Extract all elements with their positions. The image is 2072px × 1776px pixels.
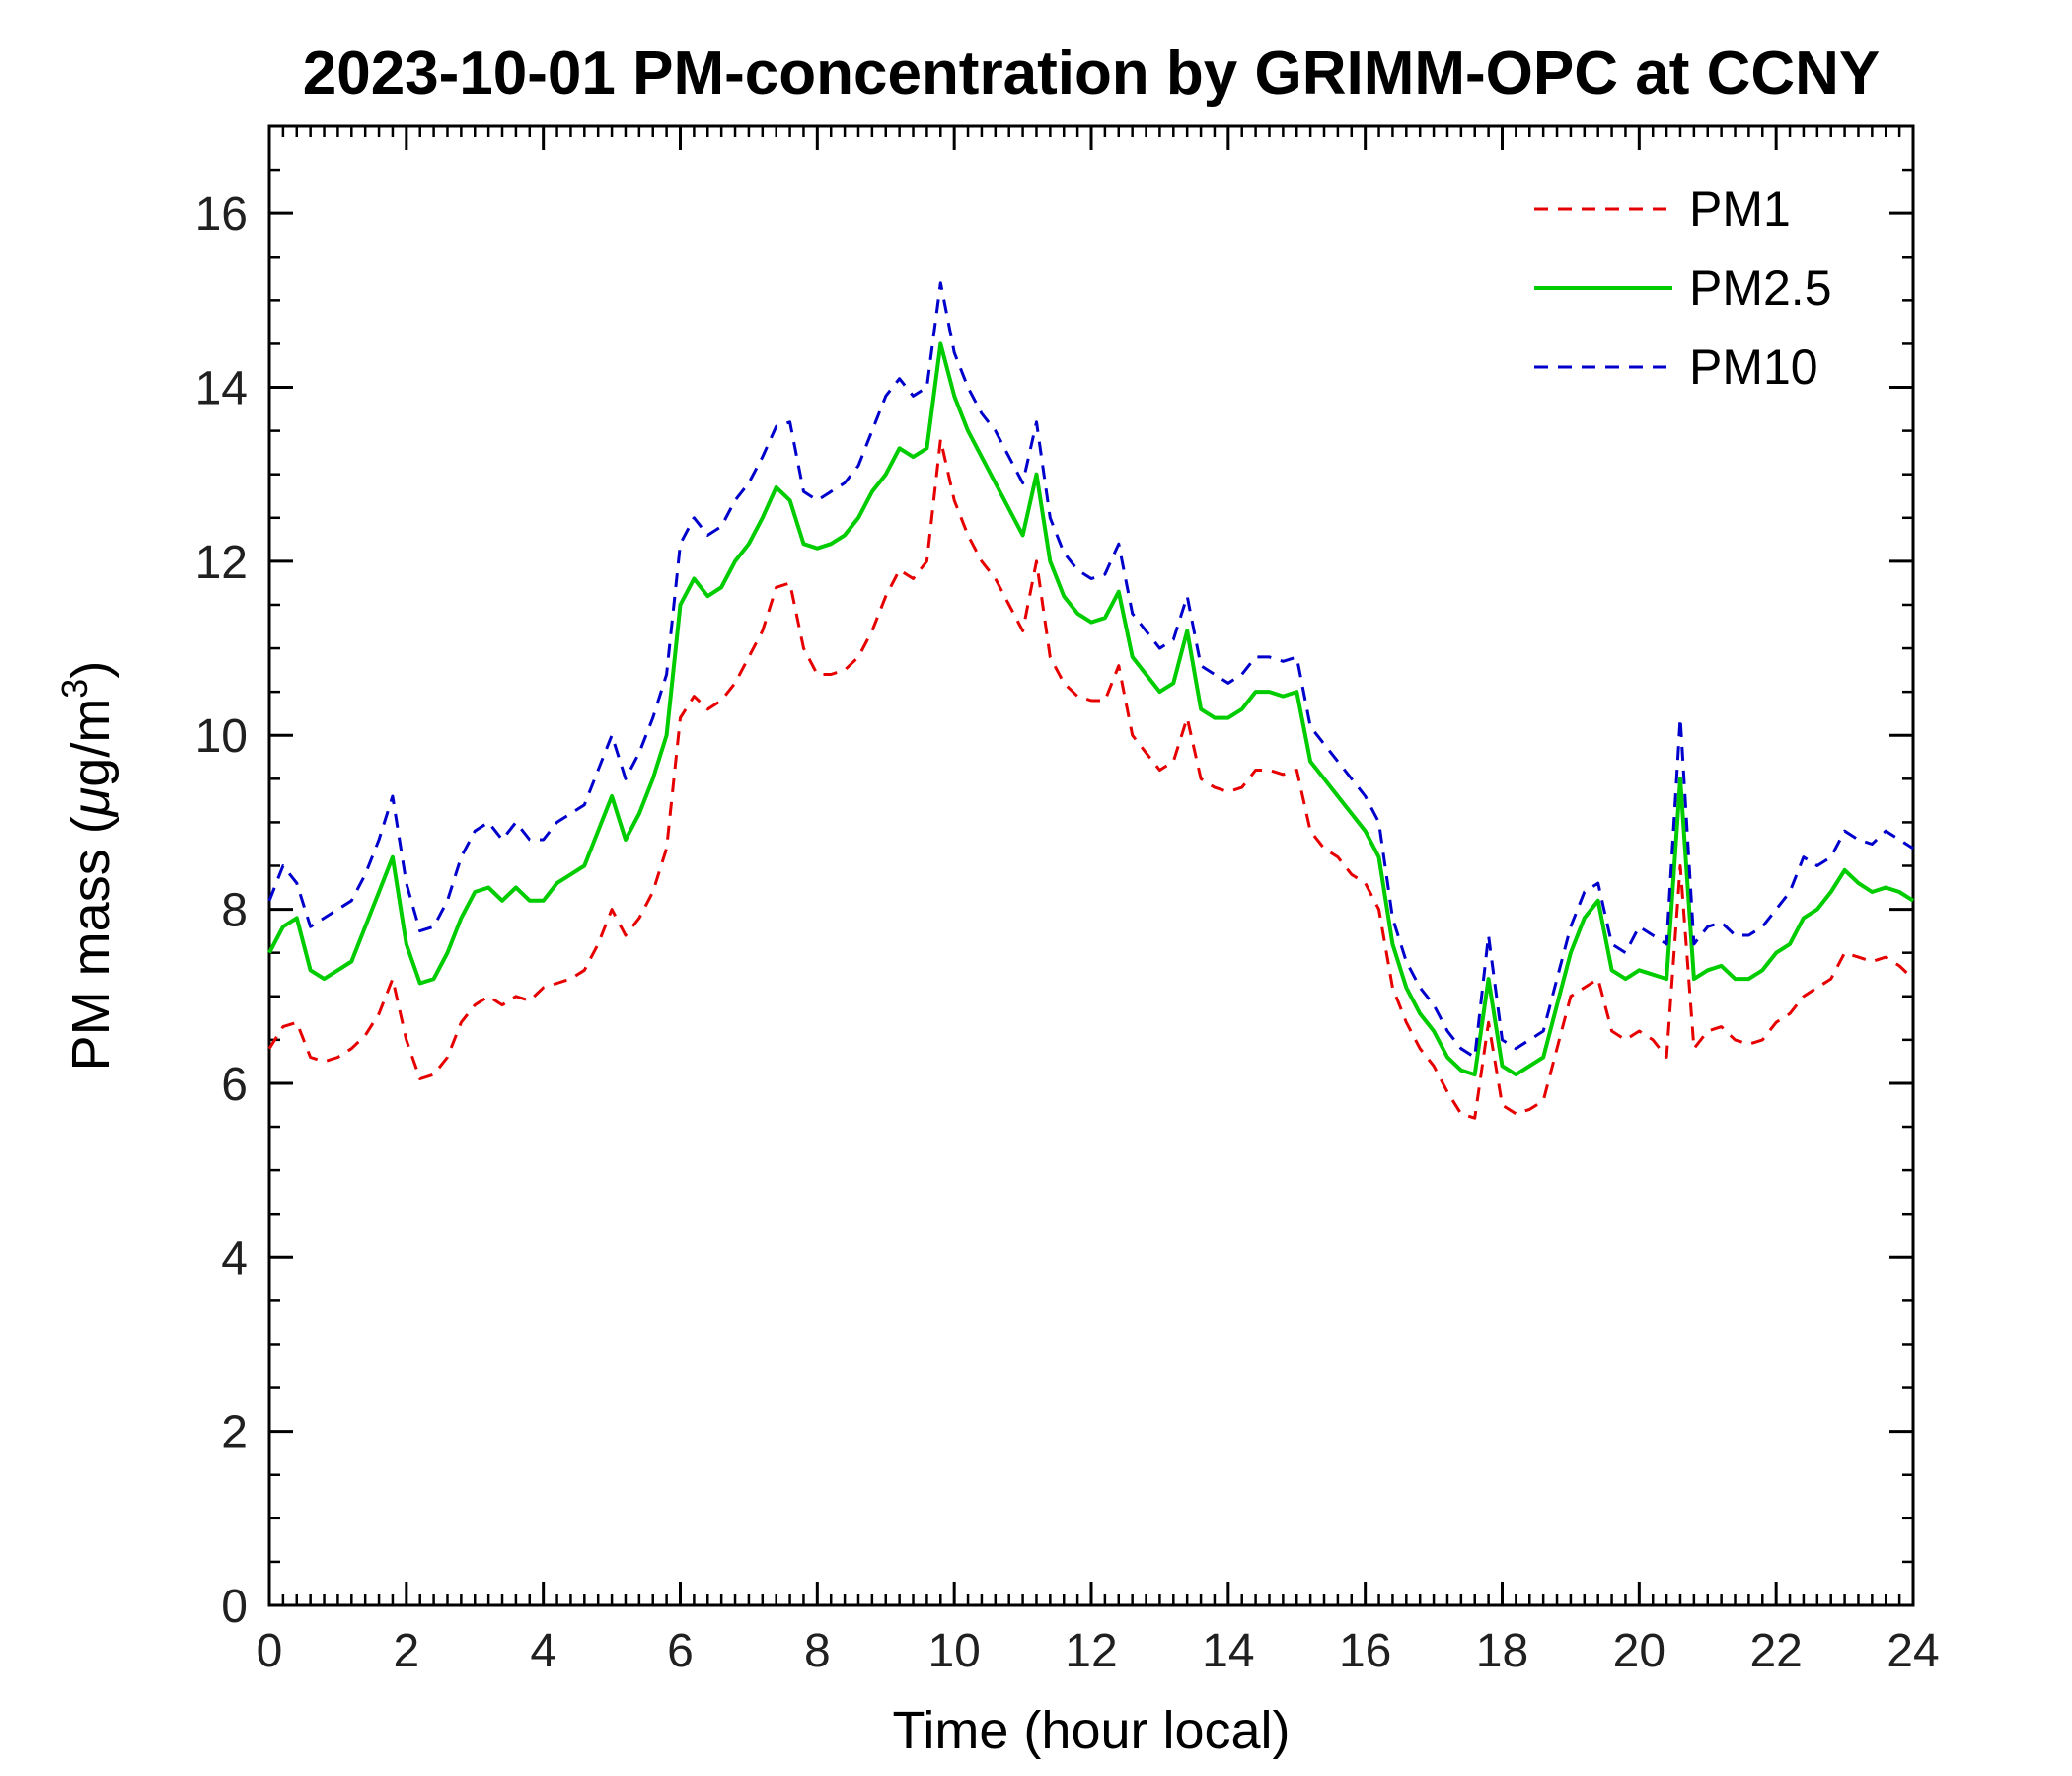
x-axis-label: Time (hour local)	[892, 1701, 1290, 1760]
y-tick-label: 2	[221, 1407, 248, 1459]
y-tick-label: 6	[221, 1059, 248, 1111]
legend-label: PM1	[1689, 182, 1791, 237]
axes-box	[267, 124, 1915, 1607]
legend: PM1 PM2.5 PM10	[1534, 182, 1832, 395]
y-tick-label: 14	[195, 363, 248, 415]
x-tick-label: 0	[257, 1625, 283, 1677]
y-tick-label: 10	[195, 710, 248, 763]
x-tick-label: 12	[1065, 1625, 1117, 1677]
x-tick-label: 8	[804, 1625, 831, 1677]
y-axis-label: PM mass (μg/m3)	[54, 661, 120, 1072]
tick-marks	[267, 124, 1915, 1607]
legend-item-pm10: PM10	[1534, 339, 1818, 395]
x-tick-label: 24	[1887, 1625, 1939, 1677]
legend-item-pm25: PM2.5	[1534, 260, 1832, 316]
x-tick-label: 6	[667, 1625, 694, 1677]
y-tick-label: 16	[195, 188, 248, 241]
x-tick-label: 16	[1339, 1625, 1391, 1677]
legend-label: PM10	[1689, 339, 1818, 395]
x-tick-label: 10	[927, 1625, 980, 1677]
series-line-pm1	[267, 437, 1915, 1120]
y-tick-label: 8	[221, 885, 248, 937]
x-tick-label: 14	[1202, 1625, 1254, 1677]
x-tick-label: 4	[530, 1625, 556, 1677]
y-tick-label: 0	[221, 1581, 248, 1633]
series-line-pm10	[267, 281, 1914, 1059]
x-tick-label: 22	[1749, 1625, 1802, 1677]
y-tick-label: 4	[221, 1232, 248, 1285]
legend-label: PM2.5	[1689, 260, 1832, 316]
svg-text:PM mass (μg/m3): PM mass (μg/m3)	[54, 661, 120, 1072]
x-tick-label: 2	[393, 1625, 419, 1677]
x-tick-label: 20	[1613, 1625, 1665, 1677]
x-tick-label: 18	[1476, 1625, 1528, 1677]
series-line-pm25	[267, 341, 1915, 1077]
y-tick-label: 12	[195, 537, 248, 589]
chart-title: 2023-10-01 PM-concentration by GRIMM-OPC…	[303, 39, 1881, 108]
legend-item-pm1: PM1	[1534, 182, 1791, 237]
